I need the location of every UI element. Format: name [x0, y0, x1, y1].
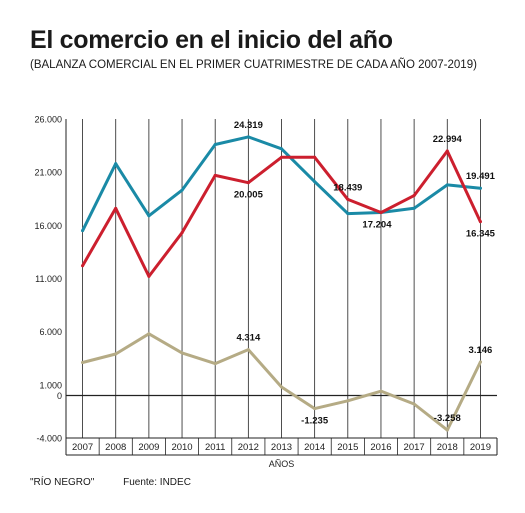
- chart-title: El comercio en el inicio del año: [30, 26, 393, 54]
- y-tick-label: 16.000: [34, 221, 62, 231]
- data-point-red: [180, 231, 184, 235]
- x-tick-label: 2008: [105, 442, 126, 453]
- x-tick-label: 2009: [138, 442, 159, 453]
- data-label: 24.319: [234, 120, 263, 131]
- data-label: 4.314: [236, 333, 260, 344]
- data-point-olive: [180, 351, 184, 355]
- data-point-red: [246, 181, 250, 185]
- data-point-red: [379, 211, 383, 215]
- data-point-red: [213, 173, 217, 177]
- data-point-blue: [114, 162, 118, 166]
- data-point-blue: [346, 212, 350, 216]
- data-point-red: [346, 197, 350, 201]
- footer: "RÍO NEGRO" Fuente: INDEC: [30, 477, 217, 488]
- y-tick-label: 0: [57, 391, 62, 401]
- data-point-olive: [478, 360, 482, 364]
- x-tick-label: 2010: [171, 442, 192, 453]
- x-tick-label: 2014: [304, 442, 325, 453]
- data-point-red: [412, 194, 416, 198]
- y-tick-label: 21.000: [34, 168, 62, 178]
- data-point-red: [445, 149, 449, 153]
- data-point-olive: [412, 402, 416, 406]
- y-tick-label: 11.000: [35, 274, 62, 284]
- data-label: 22.994: [433, 134, 463, 145]
- data-point-blue: [81, 229, 85, 233]
- data-point-blue: [412, 206, 416, 210]
- x-tick-label: 2007: [72, 442, 93, 453]
- data-point-blue: [313, 180, 317, 184]
- data-point-red: [147, 274, 151, 278]
- data-point-red: [313, 155, 317, 159]
- data-point-red: [81, 264, 85, 268]
- data-label: -1.235: [301, 416, 329, 427]
- data-point-red: [478, 220, 482, 224]
- data-label: 16.345: [466, 229, 496, 240]
- data-point-olive: [147, 332, 151, 336]
- data-point-blue: [445, 183, 449, 187]
- data-point-olive: [379, 389, 383, 393]
- data-label: 3.146: [469, 345, 493, 356]
- data-point-olive: [346, 399, 350, 403]
- data-point-red: [114, 206, 118, 210]
- x-tick-label: 2015: [337, 442, 358, 453]
- data-point-olive: [213, 362, 217, 366]
- x-tick-label: 2012: [238, 442, 259, 453]
- x-tick-label: 2018: [437, 442, 458, 453]
- data-point-blue: [147, 214, 151, 218]
- data-point-blue: [213, 143, 217, 147]
- data-label: 17.204: [362, 220, 392, 231]
- data-point-olive: [313, 407, 317, 411]
- data-point-olive: [445, 428, 449, 432]
- chart-subtitle: (BALANZA COMERCIAL EN EL PRIMER CUATRIME…: [30, 59, 477, 71]
- credit-text: "RÍO NEGRO": [30, 477, 95, 488]
- source-text: Fuente: INDEC: [123, 477, 191, 488]
- x-tick-label: 2017: [404, 442, 425, 453]
- data-point-olive: [81, 361, 85, 365]
- data-point-blue: [478, 186, 482, 190]
- data-point-olive: [246, 348, 250, 352]
- x-tick-label: 2013: [271, 442, 292, 453]
- data-point-blue: [180, 188, 184, 192]
- data-point-olive: [114, 352, 118, 356]
- data-label: 20.005: [234, 190, 264, 201]
- x-tick-label: 2016: [370, 442, 391, 453]
- data-point-blue: [246, 135, 250, 139]
- x-tick-label: 2019: [470, 442, 491, 453]
- data-point-red: [280, 155, 283, 159]
- x-tick-label: 2011: [205, 442, 225, 453]
- data-point-blue: [280, 147, 283, 151]
- y-tick-label: 1.000: [39, 380, 62, 390]
- data-point-olive: [280, 385, 283, 389]
- y-tick-label: 6.000: [39, 327, 62, 337]
- data-label: 18.439: [333, 182, 362, 193]
- data-label: -3.258: [434, 413, 461, 424]
- y-tick-label: 26.000: [34, 115, 62, 125]
- x-axis-label: AÑOS: [269, 459, 295, 469]
- y-tick-label: -4.000: [36, 434, 62, 444]
- data-label: 19.491: [466, 171, 496, 182]
